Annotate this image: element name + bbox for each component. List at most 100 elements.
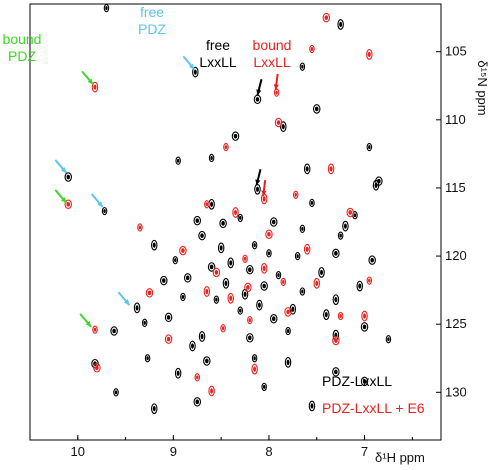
peak-contour-outer: [141, 318, 148, 327]
peak: [164, 334, 173, 344]
peak-contour-outer: [133, 302, 141, 314]
peak-contour-inner: [209, 264, 214, 270]
peak-contour-outer: [251, 354, 258, 363]
peak-contour-outer: [246, 264, 254, 275]
arrow: [255, 168, 262, 186]
peak-contour-inner: [358, 283, 362, 289]
peak: [198, 230, 206, 241]
peak-contour-outer: [175, 156, 181, 165]
peak: [133, 302, 141, 314]
peak-contour-outer: [203, 286, 211, 297]
peak-contour-inner: [368, 278, 371, 283]
peak-contour-outer: [231, 131, 240, 141]
peak-contour-outer: [299, 287, 306, 296]
arrow: [273, 73, 279, 90]
peak: [251, 363, 258, 375]
peak-contour-outer: [299, 224, 306, 233]
peak: [160, 275, 168, 286]
peak: [219, 218, 227, 229]
peak-contour-inner: [255, 186, 259, 192]
peak-contour-inner: [339, 21, 343, 28]
peak: [180, 292, 186, 302]
peak: [280, 121, 287, 132]
arrow-head: [273, 84, 279, 90]
peak-contour-outer: [280, 277, 287, 287]
peak: [208, 198, 215, 210]
annotation-line: bound: [3, 31, 42, 47]
peak-contour-inner: [301, 64, 304, 69]
y-tick-label: 105: [445, 44, 467, 59]
arrow-head: [85, 321, 92, 327]
peak-contour-outer: [232, 207, 239, 218]
legend: PDZ-LxxLL PDZ-LxxLL + E6: [322, 373, 425, 416]
peak-contour-outer: [372, 179, 380, 191]
peak-contour-inner: [93, 84, 97, 90]
peak-contour-inner: [368, 145, 371, 150]
y-tick-label: 115: [445, 180, 466, 195]
peak-contour-inner: [162, 278, 166, 283]
peak-contour-outer: [198, 230, 206, 241]
peak: [356, 280, 364, 292]
peak: [231, 131, 240, 141]
arrow-head: [123, 299, 130, 306]
peak-contour-inner: [362, 324, 367, 330]
peak-contour-outer: [179, 245, 187, 256]
peak-contour-outer: [204, 200, 210, 209]
peak-contour-inner: [248, 267, 252, 272]
peak-contour-outer: [164, 334, 173, 344]
peak-contour-inner: [324, 312, 328, 318]
peak-contour-inner: [343, 223, 347, 229]
peak-contour-inner: [176, 370, 180, 376]
y-tick-label: 110: [445, 112, 466, 127]
peak-contour-inner: [281, 123, 285, 130]
peak-contour-outer: [137, 223, 143, 232]
peak-contour-inner: [253, 356, 256, 361]
peak-contour-inner: [370, 257, 374, 263]
peak-contour-inner: [248, 335, 252, 341]
peak-contour-inner: [348, 210, 352, 215]
peak: [242, 254, 248, 263]
peak-contour-inner: [205, 288, 209, 295]
peak-contour-outer: [309, 198, 315, 208]
peak: [207, 262, 216, 272]
peak-contour-outer: [284, 356, 292, 368]
peak-contour-inner: [334, 297, 338, 303]
peak-contour-outer: [337, 311, 344, 321]
peak-contour-outer: [260, 262, 268, 274]
peak-contour-outer: [299, 62, 306, 71]
peak-contour-outer: [110, 326, 118, 336]
peak-contour-outer: [260, 281, 268, 291]
peak-contour-inner: [196, 375, 199, 380]
peak: [198, 331, 206, 342]
peak-contour-outer: [64, 199, 72, 210]
peak-contour-inner: [66, 174, 70, 180]
peak-contour-outer: [309, 44, 315, 54]
peak: [332, 294, 340, 306]
peak-contour-inner: [387, 337, 390, 342]
peak: [337, 19, 344, 30]
peak-contour-outer: [222, 277, 230, 289]
peak: [203, 286, 211, 297]
peak-contour-inner: [301, 226, 304, 231]
x-tick-label: 9: [170, 444, 177, 459]
peak-contour-outer: [360, 376, 369, 387]
peak-contour-outer: [164, 312, 173, 323]
peak-contour-outer: [332, 367, 340, 377]
peak-contour-outer: [92, 325, 98, 334]
peak: [260, 262, 268, 274]
peak-contour-inner: [93, 327, 97, 332]
peak-contour-inner: [275, 90, 278, 95]
peak-contour-inner: [334, 251, 338, 256]
peak-contour-inner: [214, 270, 219, 275]
peak-contour-outer: [366, 276, 373, 285]
peak: [254, 183, 261, 195]
peak-contour-outer: [207, 262, 216, 272]
annotation-label: free LxxLL: [199, 37, 237, 70]
peak: [208, 153, 215, 163]
peak-contour-outer: [266, 249, 272, 258]
peak-contour-inner: [112, 328, 116, 334]
peak-contour-inner: [255, 97, 260, 102]
peak-contour-outer: [292, 190, 299, 199]
peak-contour-outer: [308, 400, 316, 412]
